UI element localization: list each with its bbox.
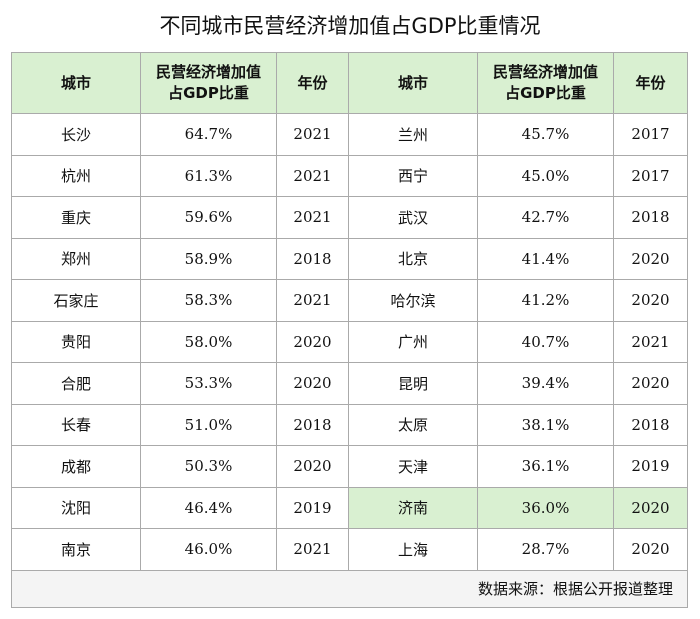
- city-cell: 哈尔滨: [348, 279, 478, 322]
- table-row: 南京 46.0% 2021 上海 28.7% 2020: [11, 528, 688, 571]
- header-row: 城市 民营经济增加值 占GDP比重 年份 城市 民营经济增加值 占GDP比重 年…: [11, 52, 688, 114]
- year-cell: 2020: [613, 362, 688, 405]
- header-share-line1: 民营经济增加值: [492, 63, 598, 81]
- header-share: 民营经济增加值 占GDP比重: [140, 52, 277, 114]
- share-cell: 53.3%: [140, 362, 277, 405]
- page-title: 不同城市民营经济增加值占GDP比重情况: [159, 14, 541, 38]
- table-row: 重庆 59.6% 2021 武汉 42.7% 2018: [11, 196, 688, 239]
- city-cell: 杭州: [11, 154, 141, 197]
- share-cell: 61.3%: [140, 154, 277, 197]
- year-cell: 2018: [276, 403, 349, 446]
- share-cell: 50.3%: [140, 445, 277, 488]
- year-cell: 2021: [276, 528, 349, 571]
- city-cell: 石家庄: [11, 279, 141, 322]
- city-cell: 沈阳: [11, 486, 141, 529]
- source-row: 数据来源：根据公开报道整理: [11, 569, 688, 608]
- city-cell: 上海: [348, 528, 478, 571]
- year-cell: 2020: [613, 279, 688, 322]
- year-cell: 2019: [276, 486, 349, 529]
- header-city: 城市: [11, 52, 141, 114]
- header-share-line1: 民营经济增加值: [155, 63, 261, 81]
- share-cell: 64.7%: [140, 113, 277, 156]
- year-cell: 2018: [276, 237, 349, 280]
- year-cell: 2021: [613, 320, 688, 363]
- table-row: 合肥 53.3% 2020 昆明 39.4% 2020: [11, 362, 688, 405]
- share-cell: 45.0%: [477, 154, 614, 197]
- city-cell: 长沙: [11, 113, 141, 156]
- year-cell: 2020: [276, 362, 349, 405]
- year-cell: 2020: [613, 237, 688, 280]
- share-cell-highlighted: 36.0%: [477, 486, 614, 529]
- city-cell: 南京: [11, 528, 141, 571]
- year-cell: 2020: [613, 528, 688, 571]
- city-cell: 昆明: [348, 362, 478, 405]
- header-city: 城市: [348, 52, 478, 114]
- share-cell: 42.7%: [477, 196, 614, 239]
- year-cell: 2018: [613, 403, 688, 446]
- share-cell: 41.4%: [477, 237, 614, 280]
- share-cell: 38.1%: [477, 403, 614, 446]
- year-cell: 2021: [276, 279, 349, 322]
- share-cell: 46.0%: [140, 528, 277, 571]
- city-cell: 郑州: [11, 237, 141, 280]
- year-cell: 2017: [613, 113, 688, 156]
- city-cell: 重庆: [11, 196, 141, 239]
- city-cell: 天津: [348, 445, 478, 488]
- table-row: 沈阳 46.4% 2019 济南 36.0% 2020: [11, 486, 688, 529]
- table-row: 成都 50.3% 2020 天津 36.1% 2019: [11, 445, 688, 488]
- data-table: 城市 民营经济增加值 占GDP比重 年份 城市 民营经济增加值 占GDP比重 年…: [11, 52, 688, 608]
- year-cell-highlighted: 2020: [613, 486, 688, 529]
- share-cell: 51.0%: [140, 403, 277, 446]
- table-row: 石家庄 58.3% 2021 哈尔滨 41.2% 2020: [11, 279, 688, 322]
- header-year: 年份: [276, 52, 349, 114]
- city-cell: 合肥: [11, 362, 141, 405]
- year-cell: 2020: [276, 445, 349, 488]
- city-cell: 成都: [11, 445, 141, 488]
- header-year: 年份: [613, 52, 688, 114]
- year-cell: 2020: [276, 320, 349, 363]
- share-cell: 58.3%: [140, 279, 277, 322]
- year-cell: 2018: [613, 196, 688, 239]
- table-row: 郑州 58.9% 2018 北京 41.4% 2020: [11, 237, 688, 280]
- share-cell: 58.9%: [140, 237, 277, 280]
- city-cell: 太原: [348, 403, 478, 446]
- share-cell: 59.6%: [140, 196, 277, 239]
- city-cell: 武汉: [348, 196, 478, 239]
- share-cell: 45.7%: [477, 113, 614, 156]
- share-cell: 58.0%: [140, 320, 277, 363]
- share-cell: 28.7%: [477, 528, 614, 571]
- table-row: 长春 51.0% 2018 太原 38.1% 2018: [11, 403, 688, 446]
- city-cell: 广州: [348, 320, 478, 363]
- city-cell: 兰州: [348, 113, 478, 156]
- share-cell: 40.7%: [477, 320, 614, 363]
- table-row: 杭州 61.3% 2021 西宁 45.0% 2017: [11, 154, 688, 197]
- source-note: 数据来源：根据公开报道整理: [11, 569, 688, 608]
- year-cell: 2021: [276, 154, 349, 197]
- share-cell: 46.4%: [140, 486, 277, 529]
- year-cell: 2021: [276, 113, 349, 156]
- header-share-line2: 占GDP比重: [505, 84, 586, 102]
- year-cell: 2017: [613, 154, 688, 197]
- city-cell-highlighted: 济南: [348, 486, 478, 529]
- share-cell: 41.2%: [477, 279, 614, 322]
- city-cell: 北京: [348, 237, 478, 280]
- share-cell: 39.4%: [477, 362, 614, 405]
- table-row: 长沙 64.7% 2021 兰州 45.7% 2017: [11, 113, 688, 156]
- city-cell: 西宁: [348, 154, 478, 197]
- city-cell: 长春: [11, 403, 141, 446]
- header-share-line2: 占GDP比重: [168, 84, 249, 102]
- city-cell: 贵阳: [11, 320, 141, 363]
- year-cell: 2021: [276, 196, 349, 239]
- table-row: 贵阳 58.0% 2020 广州 40.7% 2021: [11, 320, 688, 363]
- share-cell: 36.1%: [477, 445, 614, 488]
- header-share: 民营经济增加值 占GDP比重: [477, 52, 614, 114]
- year-cell: 2019: [613, 445, 688, 488]
